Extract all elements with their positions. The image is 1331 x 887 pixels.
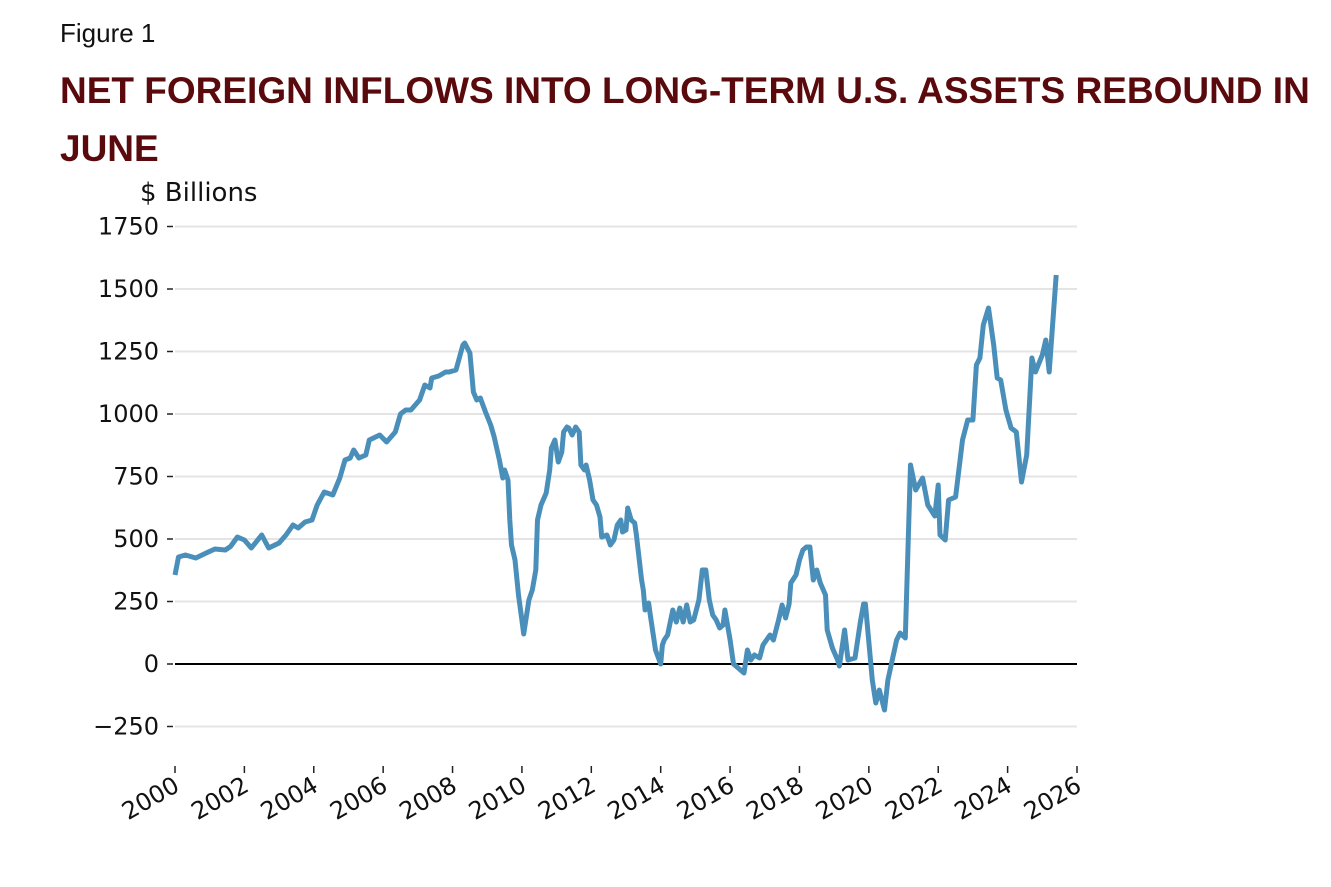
- x-tick-label: 2000: [117, 771, 184, 826]
- x-tick-label: 2026: [1019, 771, 1086, 826]
- figure-label: Figure 1: [60, 18, 156, 48]
- x-tick-label: 2018: [742, 771, 809, 826]
- x-tick-label: 2024: [950, 771, 1017, 826]
- x-tick-label: 2004: [256, 771, 323, 826]
- x-tick-label: 2020: [811, 771, 878, 826]
- y-tick-label: 500: [113, 525, 159, 553]
- x-tick-label: 2010: [464, 771, 531, 826]
- y-tick-label: 1250: [98, 338, 159, 366]
- x-tick-label: 2014: [603, 771, 670, 826]
- y-axis-label: $ Billions: [140, 178, 257, 208]
- x-tick-label: 2006: [325, 771, 392, 826]
- x-tick-label: 2002: [186, 771, 253, 826]
- y-tick-label: −250: [93, 713, 159, 741]
- y-tick-label: 1000: [98, 400, 159, 428]
- x-tick-label: 2022: [880, 771, 947, 826]
- y-tick-label: 250: [113, 588, 159, 616]
- x-tick-label: 2012: [533, 771, 600, 826]
- y-tick-label: 1500: [98, 275, 159, 303]
- chart-title: NET FOREIGN INFLOWS INTO LONG-TERM U.S. …: [60, 70, 1310, 169]
- x-tick-label: 2008: [395, 771, 462, 826]
- y-tick-label: 1750: [98, 213, 159, 241]
- y-tick-label: 750: [113, 463, 159, 491]
- y-tick-label: 0: [144, 650, 159, 678]
- x-tick-label: 2016: [672, 771, 739, 826]
- series-line: [172, 274, 1059, 713]
